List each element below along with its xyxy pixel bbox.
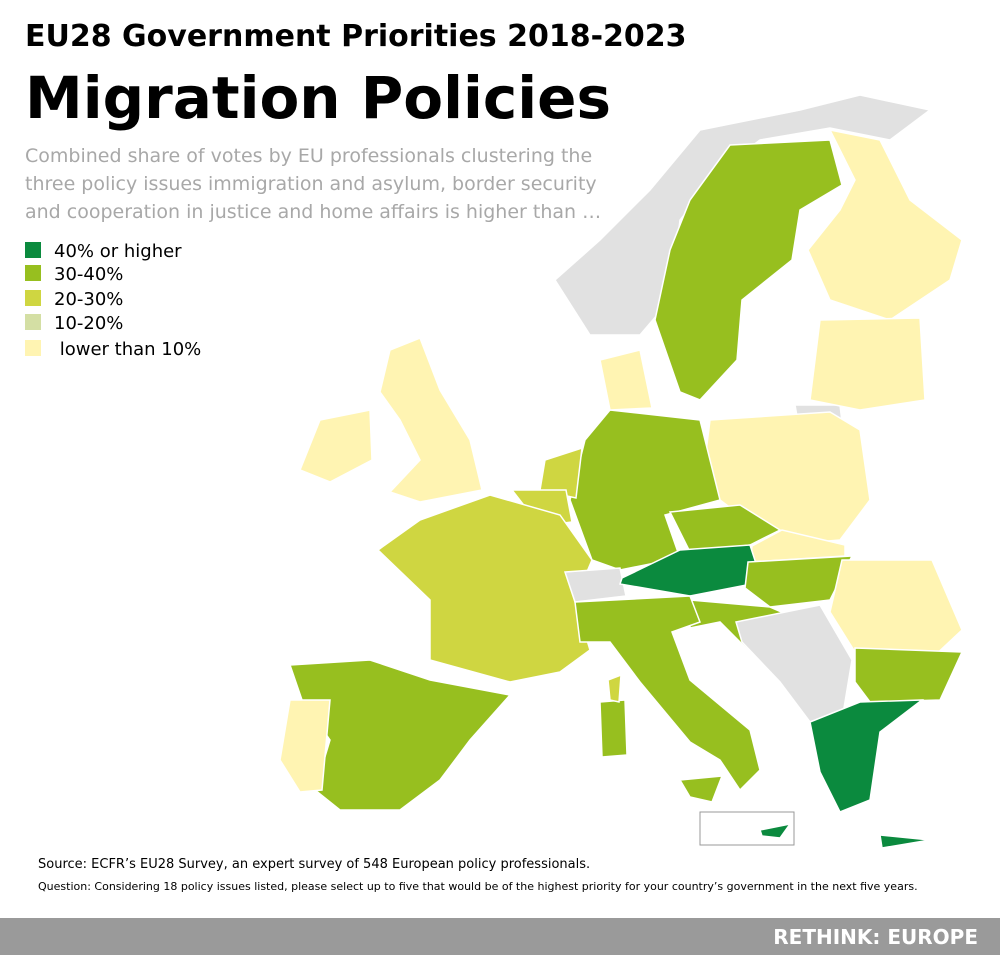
description-line: Combined share of votes by EU profession… [25, 145, 592, 167]
description: Combined share of votes by EU profession… [25, 145, 601, 223]
region [574, 595, 761, 792]
legend-label: 30-40% [54, 264, 123, 285]
region [599, 699, 628, 758]
region [735, 604, 853, 723]
region [879, 834, 931, 849]
description-line: and cooperation in justice and home affa… [25, 201, 601, 223]
region [809, 699, 925, 813]
region [654, 139, 843, 401]
region [854, 647, 964, 703]
title: EU28 Government Priorities 2018-2023 [25, 19, 687, 54]
region [668, 504, 782, 553]
region [759, 822, 792, 839]
legend-swatch [25, 314, 41, 330]
source: Source: ECFR’s EU28 Survey, an expert su… [38, 857, 590, 872]
region [379, 337, 483, 503]
footer-brand: RETHINK: EUROPE [773, 925, 978, 949]
region [599, 349, 653, 411]
inset-box [699, 811, 795, 846]
legend-swatch [25, 265, 41, 281]
question: Question: Considering 18 policy issues l… [38, 880, 918, 893]
legend-label: lower than 10% [54, 339, 201, 360]
region [279, 699, 331, 793]
region [829, 559, 963, 661]
region [809, 317, 926, 411]
map [279, 94, 964, 849]
legend-swatch [25, 340, 41, 356]
region [299, 409, 373, 483]
region [376, 494, 593, 683]
legend-label: 10-20% [54, 313, 123, 334]
region [678, 775, 724, 803]
region [563, 567, 627, 603]
region [744, 555, 854, 608]
legend-swatch [25, 242, 41, 258]
description-line: three policy issues immigration and asyl… [25, 173, 597, 195]
legend-label: 40% or higher [54, 241, 182, 262]
region [539, 446, 583, 499]
legend-swatch [25, 290, 41, 306]
legend-label: 20-30% [54, 289, 123, 310]
heading: Migration Policies [25, 64, 611, 132]
footer-bar [0, 918, 1000, 955]
region [607, 673, 622, 703]
